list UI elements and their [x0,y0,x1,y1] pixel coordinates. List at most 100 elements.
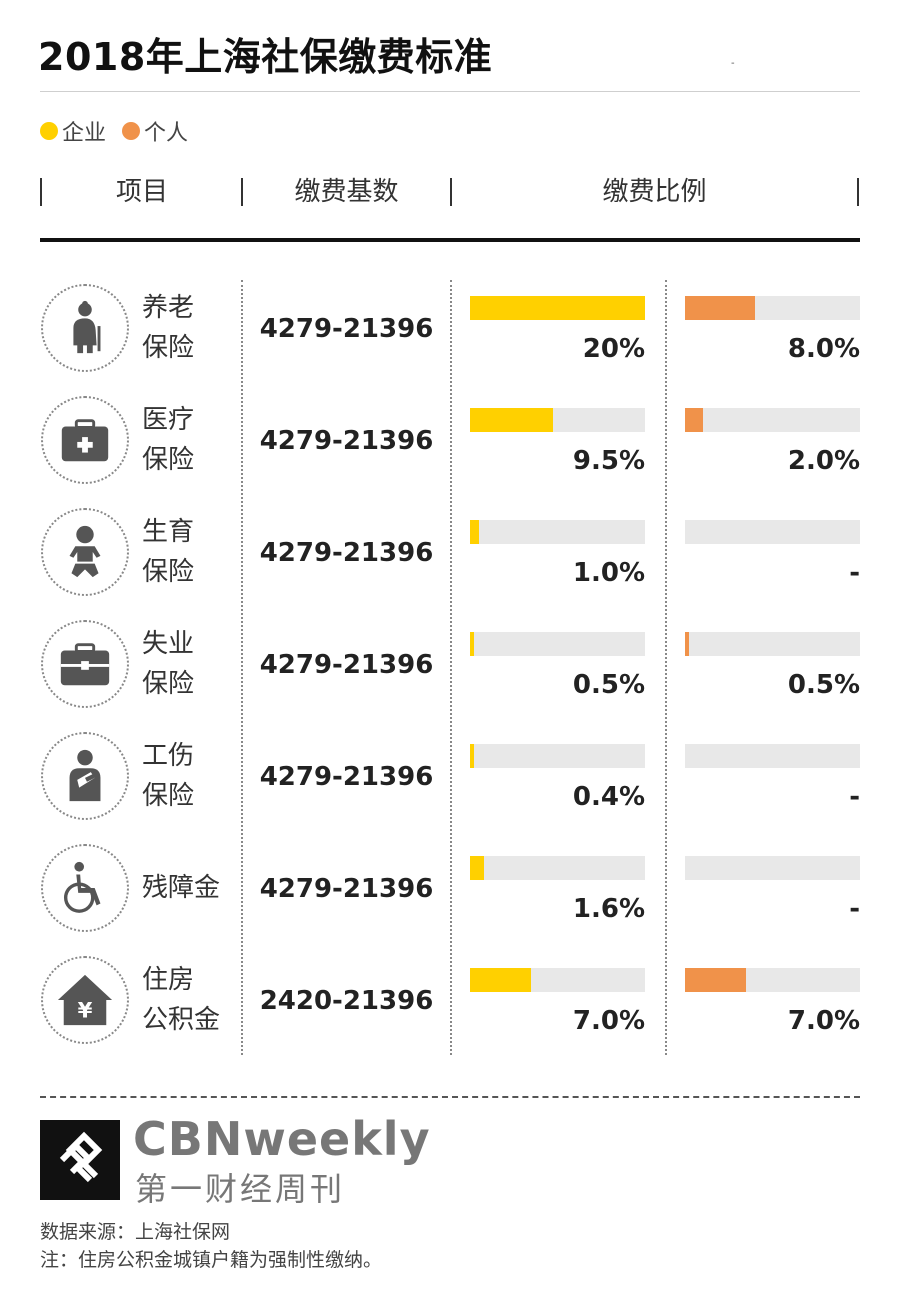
data-label-company: 0.5% [572,670,645,700]
footnote: 注：住房公积金城镇户籍为强制性缴纳。 [40,1249,383,1271]
data-label-company: 20% [582,334,645,364]
svg-text:¥: ¥ [78,998,93,1023]
legend-label-personal: 个人 [144,121,189,146]
table-row: 残障金 4279-21396 1.6% - [0,840,900,952]
legend-item-company: 企业 [40,115,106,147]
top-mark: - [731,58,735,69]
bar-track-company [470,968,645,992]
footer-divider [40,1096,860,1098]
baby-icon [41,508,129,596]
header-separator [241,178,243,206]
row-label-line: 保险 [142,781,195,811]
data-label-company: 9.5% [572,446,645,476]
row-label-line: 保险 [142,445,195,475]
bar-company [470,520,479,544]
bar-track-company [470,856,645,880]
bar-company [470,968,532,992]
row-label-line: 住房 [142,965,195,995]
header-ratio: 缴费比例 [602,177,707,207]
data-label-company: 0.4% [572,782,645,812]
bar-track-company [470,744,645,768]
row-label-line: 公积金 [142,1005,221,1035]
row-label-line: 保险 [142,333,195,363]
bar-track-company [470,296,645,320]
bar-track-personal [685,408,860,432]
briefcase-icon [41,620,129,708]
data-label-personal: 2.0% [787,446,860,476]
source-note: 数据来源：上海社保网 [40,1221,231,1243]
bar-track-personal [685,520,860,544]
row-label: 失业 保险 [142,624,194,704]
bar-personal [685,408,703,432]
row-label: 医疗 保险 [142,400,194,480]
bar-track-personal [685,856,860,880]
bar-track-personal [685,296,860,320]
table-row: 生育保险 4279-21396 1.0% - [0,504,900,616]
bar-personal [685,632,690,656]
header-separator [450,178,452,206]
bar-track-company [470,408,645,432]
bar-track-personal [685,632,860,656]
header-separator [857,178,859,206]
bar-company [470,632,475,656]
title-divider [40,91,860,92]
contribution-base: 4279-21396 [259,874,434,904]
bar-track-personal [685,968,860,992]
cbn-logo [40,1120,120,1200]
contribution-base: 2420-21396 [259,986,434,1016]
row-label: 住房 公积金 [142,960,220,1040]
table-row: 失业保险 4279-21396 0.5% 0.5% [0,616,900,728]
row-label-line: 保险 [142,669,195,699]
data-label-personal: - [849,894,860,924]
legend-item-personal: 个人 [122,115,188,147]
bar-personal [685,296,755,320]
header-item: 项目 [115,177,168,207]
bar-personal [685,968,747,992]
bar-company [470,296,645,320]
contribution-base: 4279-21396 [259,538,434,568]
row-label-line: 保险 [142,557,195,587]
legend: 企业 个人 [40,115,188,147]
brand-chinese: 第一财经周刊 [135,1170,346,1208]
legend-dot-personal [122,122,141,140]
data-label-personal: - [849,782,860,812]
row-label-line: 残障金 [142,873,221,903]
legend-label-company: 企业 [62,121,107,146]
row-label: 生育 保险 [142,512,194,592]
bar-track-personal [685,744,860,768]
row-label-line: 生育 [142,517,195,547]
page-title: 2018年上海社保缴费标准 [38,35,493,79]
table-row: ¥ 住房公积金 2420-21396 7.0% 7.0% [0,952,900,1064]
data-label-company: 7.0% [572,1006,645,1036]
brand-english: CBNweekly [133,1112,431,1166]
row-label: 养老 保险 [142,288,194,368]
data-label-personal: 7.0% [787,1006,860,1036]
table-row: 医疗 保险 4279-21396 9.5% 2.0% [0,392,900,504]
row-label-line: 养老 [142,293,195,323]
header-base: 缴费基数 [294,177,399,207]
column-divider [241,280,243,1055]
contribution-base: 4279-21396 [259,650,434,680]
bar-company [470,744,474,768]
data-label-personal: 0.5% [787,670,860,700]
column-divider [450,280,452,1055]
row-label-line: 工伤 [142,741,195,771]
header-separator [40,178,42,206]
contribution-base: 4279-21396 [259,762,434,792]
row-label-line: 失业 [142,629,195,659]
bar-company [470,856,484,880]
column-divider [665,280,667,1055]
row-label: 工伤 保险 [142,736,194,816]
header-underline [40,238,860,242]
row-label-line: 医疗 [142,405,195,435]
data-label-personal: - [849,558,860,588]
legend-dot-company [40,122,58,140]
data-label-company: 1.0% [572,558,645,588]
bar-track-company [470,520,645,544]
table-row: 工伤保险 4279-21396 0.4% - [0,728,900,840]
medical-kit-icon [41,396,129,484]
table-row: 养老 保险 4279-21396 20% 8.0% [0,280,900,392]
wheelchair-icon [41,844,129,932]
data-label-personal: 8.0% [787,334,860,364]
bar-track-company [470,632,645,656]
